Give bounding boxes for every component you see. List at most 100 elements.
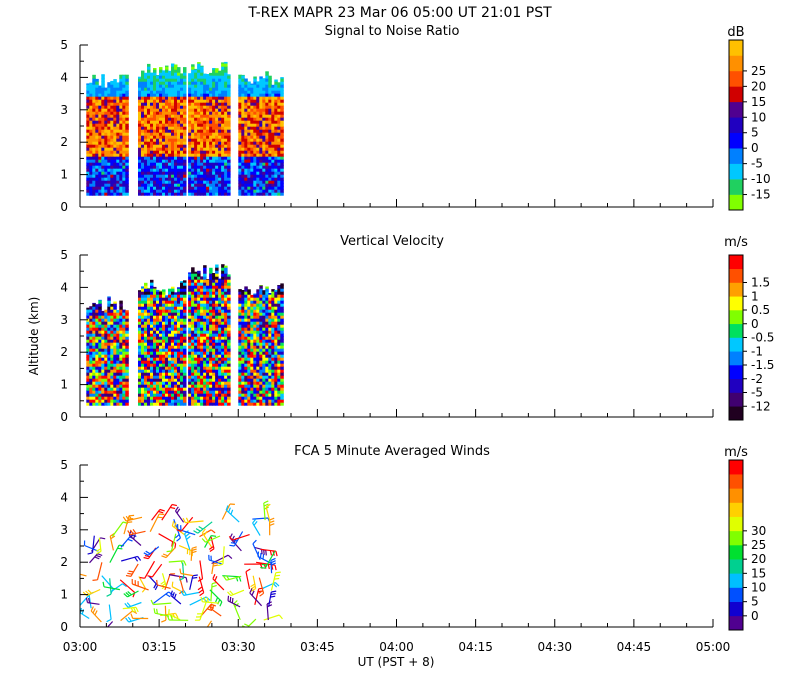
panel-1-y-tick-label: 5 [60, 248, 68, 262]
colorbar-swatch [729, 296, 743, 311]
colorbar-tick-label: -1.5 [751, 358, 774, 372]
colorbar-tick-label: 0 [751, 317, 759, 331]
panel-2-y-tick-label: 0 [60, 620, 68, 634]
panel-2-y-tick-label: 4 [60, 490, 68, 504]
plot-layer: 012345-15-10-50510152025012345-12-5-2-1.… [60, 38, 774, 654]
x-tick-label: 04:30 [537, 640, 572, 654]
colorbar-swatch [729, 573, 743, 588]
panel-2-y-tick-label: 2 [60, 555, 68, 569]
panel-0-y-tick-label: 2 [60, 135, 68, 149]
colorbar-swatch [729, 86, 743, 103]
velocity-panel-title: Vertical Velocity [340, 234, 444, 249]
colorbar-swatch [729, 282, 743, 297]
colorbar-swatch [729, 55, 743, 72]
colorbar-swatch [729, 488, 743, 503]
panel-2-y-tick-label: 1 [60, 588, 68, 602]
y-axis-label: Altitude (km) [27, 297, 41, 376]
colorbar-tick-label: 0 [751, 609, 759, 623]
colorbar-swatch [729, 117, 743, 134]
panel-1-colorbar: -12-5-2-1.5-1-0.500.511.5 [728, 254, 774, 421]
colorbar-swatch [729, 70, 743, 87]
colorbar-swatch [729, 474, 743, 489]
colorbar-tick-label: 5 [751, 126, 759, 140]
colorbar-swatch [729, 337, 743, 352]
snr-panel-title: Signal to Noise Ratio [325, 24, 460, 39]
colorbar-tick-label: 1.5 [751, 276, 770, 290]
panel-0-y-tick-label: 1 [60, 168, 68, 182]
colorbar-swatch [729, 310, 743, 325]
colorbar-swatch [729, 365, 743, 380]
wind-barb-group-3 [223, 500, 283, 627]
colorbar-swatch [729, 40, 743, 56]
winds-colorbar-units: m/s [724, 445, 748, 460]
colorbar-swatch [729, 460, 743, 475]
snr-colorbar-units: dB [727, 25, 744, 40]
colorbar-tick-label: -1 [751, 344, 763, 358]
colorbar-swatch [729, 378, 743, 393]
colorbar-swatch [729, 545, 743, 560]
colorbar-tick-label: 5 [751, 595, 759, 609]
x-tick-label: 03:15 [142, 640, 177, 654]
colorbar-swatch [729, 516, 743, 532]
winds-panel-title: FCA 5 Minute Averaged Winds [294, 444, 490, 459]
panel-0-y-tick-label: 5 [60, 38, 68, 52]
colorbar-swatch [729, 392, 743, 407]
colorbar-swatch [729, 163, 743, 180]
panel-0-y-tick-label: 0 [60, 200, 68, 214]
colorbar-tick-label: 25 [751, 64, 766, 78]
colorbar-swatch [729, 559, 743, 574]
x-tick-label: 04:15 [458, 640, 493, 654]
colorbar-tick-label: -5 [751, 386, 763, 400]
colorbar-swatch [729, 179, 743, 195]
colorbar-swatch [729, 530, 743, 546]
colorbar-swatch [729, 255, 743, 270]
panel-0-y-tick-label: 4 [60, 70, 68, 84]
panel-1-y-tick-label: 4 [60, 280, 68, 294]
colorbar-swatch [729, 132, 743, 149]
colorbar-swatch [729, 268, 743, 283]
x-tick-label: 03:30 [221, 640, 256, 654]
colorbar-swatch [729, 351, 743, 366]
colorbar-tick-label: 20 [751, 79, 766, 93]
colorbar-swatch [729, 194, 743, 211]
colorbar-tick-label: 30 [751, 524, 766, 538]
x-tick-label: 04:45 [617, 640, 652, 654]
colorbar-tick-label: -12 [751, 399, 771, 413]
x-axis-label: UT (PST + 8) [358, 655, 435, 669]
x-tick-label: 04:00 [379, 640, 414, 654]
x-tick-label: 05:00 [696, 640, 731, 654]
panel-2-y-tick-label: 3 [60, 523, 68, 537]
colorbar-tick-label: -10 [751, 172, 771, 186]
panel-1-y-tick-label: 3 [60, 313, 68, 327]
colorbar-swatch [729, 615, 743, 631]
figure-title: T-REX MAPR 23 Mar 06 05:00 UT 21:01 PST [247, 5, 552, 21]
colorbar-tick-label: 25 [751, 538, 766, 552]
colorbar-tick-label: 0.5 [751, 303, 770, 317]
panel-2-plot-area [80, 500, 283, 627]
wind-barb-group-0 [80, 514, 142, 627]
panel-2-y-tick-label: 5 [60, 458, 68, 472]
panel-0-y-tick-label: 3 [60, 103, 68, 117]
colorbar-tick-label: -15 [751, 188, 771, 202]
panel-1-plot-area [86, 264, 284, 406]
wind-barb-group-2 [166, 503, 242, 627]
panel-1-y-tick-label: 2 [60, 345, 68, 359]
colorbar-swatch [729, 601, 743, 617]
panel-1-y-tick-label: 0 [60, 410, 68, 424]
panel-1-y-tick-label: 1 [60, 378, 68, 392]
colorbar-tick-label: 20 [751, 552, 766, 566]
colorbar-tick-label: 10 [751, 581, 766, 595]
velocity-colorbar-units: m/s [724, 235, 748, 250]
colorbar-swatch [729, 148, 743, 164]
panel-0-plot-area [86, 61, 284, 196]
x-tick-label: 03:45 [300, 640, 335, 654]
colorbar-tick-label: 0 [751, 141, 759, 155]
colorbar-tick-label: 15 [751, 566, 766, 580]
colorbar-swatch [729, 502, 743, 517]
colorbar-tick-label: 10 [751, 110, 766, 124]
colorbar-tick-label: -5 [751, 157, 763, 171]
colorbar-tick-label: 15 [751, 95, 766, 109]
